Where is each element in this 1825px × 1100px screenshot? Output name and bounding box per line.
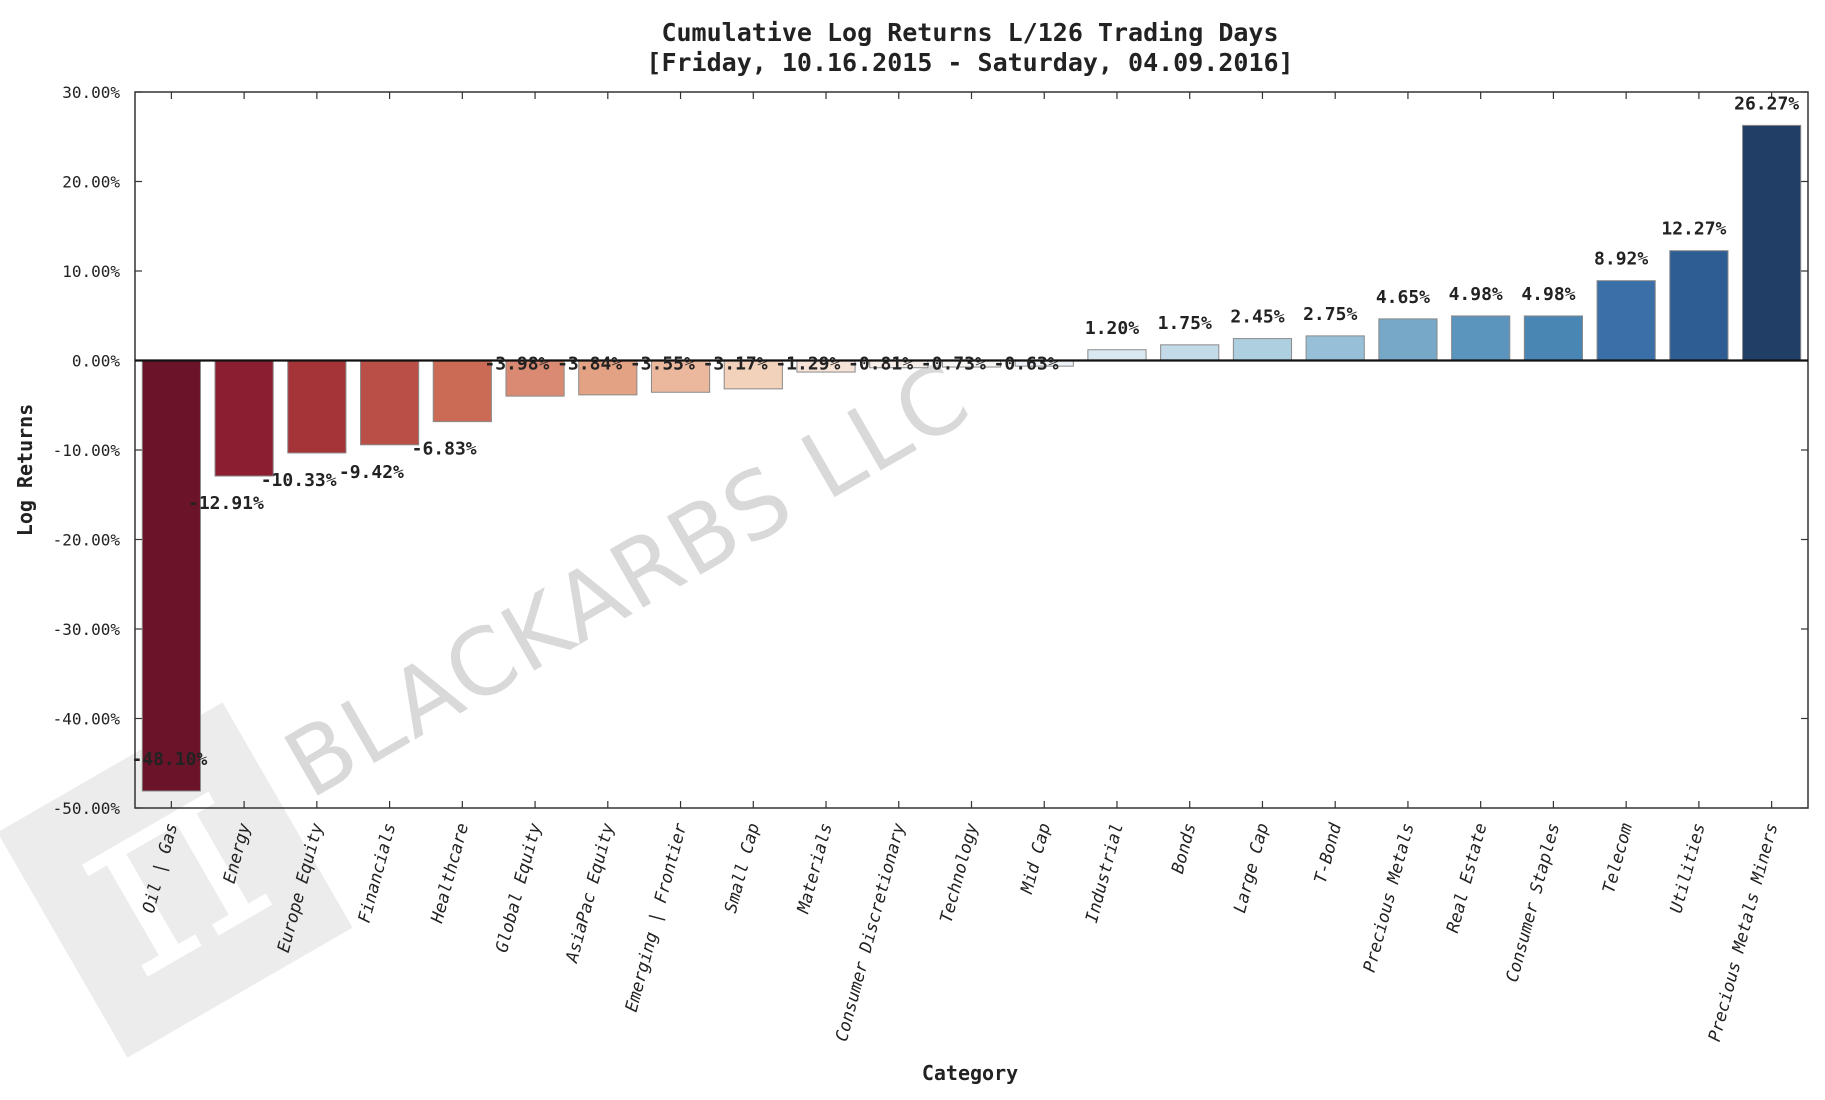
bar [1306,336,1364,361]
x-tick-label: Materials [793,821,836,916]
x-tick-label: Precious Metals [1360,821,1419,974]
bar [1452,316,1510,361]
value-label: -9.42% [339,462,404,483]
bar [1379,319,1437,361]
value-label: -3.98% [484,354,549,375]
value-label: 1.20% [1085,318,1139,339]
bar [1088,350,1146,361]
x-tick-label: Consumer Discretionary [832,820,910,1043]
value-label: -48.10% [131,749,207,770]
value-label: 4.98% [1521,284,1575,305]
y-tick-label: -30.00% [53,620,121,639]
y-tick-label: -40.00% [53,710,121,729]
bar [1161,345,1219,361]
value-label: 26.27% [1734,93,1799,114]
x-tick-label: AsiaPac Equity [562,820,619,965]
y-tick-label: 10.00% [62,262,120,281]
bar [360,361,418,445]
bar [1524,316,1582,361]
value-label: 8.92% [1594,249,1648,270]
bar [1597,281,1655,361]
x-tick-label: Real Estate [1443,821,1491,935]
value-label: 4.65% [1376,287,1430,308]
value-label: -6.83% [412,439,477,460]
bar [215,361,273,477]
x-tick-label: Consumer Staples [1503,821,1565,984]
bar [433,361,491,422]
bar [288,361,346,453]
x-axis-ticks: Oil | Gas Energy Europe Equity Financials He… [139,92,1782,1044]
chart-title: Cumulative Log Returns L/126 Trading Day… [661,18,1278,47]
value-label: -3.84% [557,354,622,375]
value-label: 12.27% [1661,219,1726,240]
value-label: -10.33% [261,470,337,491]
value-label: 4.98% [1449,284,1503,305]
chart-subtitle: [Friday, 10.16.2015 - Saturday, 04.09.20… [646,48,1293,77]
value-label: -3.17% [703,354,768,375]
y-tick-label: 20.00% [62,173,120,192]
x-tick-label: Large Cap [1230,821,1273,915]
bar [1670,251,1728,361]
x-tick-label: Emerging | Frontier [622,820,692,1014]
y-tick-label: -10.00% [53,441,121,460]
value-label: -1.29% [775,354,840,375]
x-axis-label: Category [922,1061,1018,1085]
value-label: 2.75% [1303,304,1357,325]
x-tick-label: Financials [355,821,401,925]
x-tick-label: Global Equity [492,820,546,954]
x-tick-label: Healthcare [427,821,473,926]
value-label: -0.81% [848,354,913,375]
x-tick-label: Utilities [1667,821,1710,915]
y-tick-label: 30.00% [62,83,120,102]
x-tick-label: Technology [937,820,983,925]
x-tick-label: Precious Metals Miners [1705,821,1783,1044]
y-tick-label: 0.00% [72,352,121,371]
x-tick-label: Industrial [1082,821,1128,925]
value-label: 2.45% [1230,307,1284,328]
y-tick-label: -50.00% [53,799,121,818]
value-label: -0.73% [921,354,986,375]
x-tick-label: Bonds [1168,821,1201,876]
value-label: -0.63% [994,354,1059,375]
x-tick-label: Telecom [1599,821,1637,895]
value-label: -12.91% [188,493,264,514]
y-tick-label: -20.00% [53,531,121,550]
value-label: -3.55% [630,354,695,375]
x-tick-label: Small Cap [721,821,764,915]
bar [142,361,200,791]
x-tick-label: Mid Cap [1017,821,1055,896]
y-axis-label: Log Returns [13,404,37,536]
bar [1743,125,1801,360]
value-label: 1.75% [1158,313,1212,334]
x-tick-label: T-Bond [1311,820,1346,885]
bar-chart: π BLACKARBS LLC Cumulative Log Returns L… [0,0,1825,1100]
bar [1233,339,1291,361]
